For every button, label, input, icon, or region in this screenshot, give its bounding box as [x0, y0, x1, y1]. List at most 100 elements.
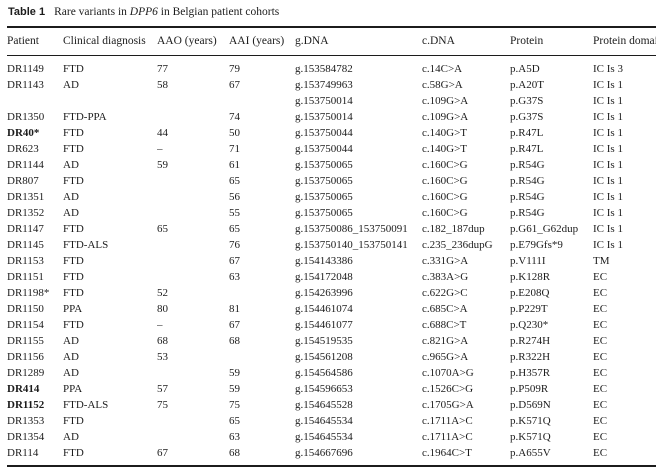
- aai-cell: 76: [229, 239, 240, 251]
- protein-cell: p.R47L: [510, 143, 544, 155]
- gdna-cell: g.153750014: [295, 95, 353, 107]
- protein-domain-cell: IC Is 1: [593, 191, 623, 203]
- table-row: DR807 FTD 65 g.153750065 c.160C>G p.R54G…: [7, 173, 656, 189]
- aao-cell: 77: [157, 63, 168, 75]
- table-body: DR1149 FTD 77 79 g.153584782 c.14C>A p.A…: [7, 56, 656, 467]
- gdna-cell: g.154645534: [295, 431, 353, 443]
- patient-cell: DR1143: [7, 79, 44, 91]
- diagnosis-cell: AD: [63, 79, 79, 91]
- aai-cell: 71: [229, 143, 240, 155]
- protein-cell: p.E79Gfs*9: [510, 239, 563, 251]
- gdna-cell: g.153749963: [295, 79, 353, 91]
- diagnosis-cell: AD: [63, 367, 79, 379]
- cdna-cell: c.160C>G: [422, 175, 468, 187]
- diagnosis-cell: FTD: [63, 287, 84, 299]
- aao-cell: 75: [157, 399, 168, 411]
- diagnosis-cell: FTD: [63, 63, 84, 75]
- gdna-cell: g.154461074: [295, 303, 353, 315]
- column-header-aai: AAI (years): [229, 27, 295, 56]
- aao-cell: 80: [157, 303, 168, 315]
- protein-domain-cell: EC: [593, 287, 608, 299]
- cdna-cell: c.1711A>C: [422, 431, 473, 443]
- protein-domain-cell: IC Is 1: [593, 207, 623, 219]
- protein-cell: p.R274H: [510, 335, 551, 347]
- diagnosis-cell: FTD-PPA: [63, 111, 107, 123]
- cdna-cell: c.140G>T: [422, 127, 467, 139]
- patient-cell: DR1352: [7, 207, 45, 219]
- cdna-cell: c.622G>C: [422, 287, 468, 299]
- cdna-cell: c.109G>A: [422, 111, 469, 123]
- patient-cell: DR1289: [7, 367, 45, 379]
- protein-domain-cell: TM: [593, 255, 610, 267]
- patient-cell: DR623: [7, 143, 39, 155]
- cdna-cell: c.140G>T: [422, 143, 467, 155]
- aai-cell: 68: [229, 335, 240, 347]
- aai-cell: [229, 285, 295, 301]
- diagnosis-cell: PPA: [63, 383, 83, 395]
- table-row: DR1198* FTD 52 g.154263996 c.622G>C p.E2…: [7, 285, 656, 301]
- table-row: DR1147 FTD 65 65 g.153750086_153750091 c…: [7, 221, 656, 237]
- cdna-cell: c.965G>A: [422, 351, 469, 363]
- diagnosis-cell: FTD: [63, 415, 84, 427]
- table-row: DR1154 FTD – 67 g.154461077 c.688C>T p.Q…: [7, 317, 656, 333]
- patient-cell: DR807: [7, 175, 39, 187]
- table-row: DR1353 FTD 65 g.154645534 c.1711A>C p.K5…: [7, 413, 656, 429]
- protein-domain-cell: EC: [593, 303, 608, 315]
- patient-cell: DR1153: [7, 255, 44, 267]
- table-row: DR1152 FTD-ALS 75 75 g.154645528 c.1705G…: [7, 397, 656, 413]
- cdna-cell: c.160C>G: [422, 207, 468, 219]
- protein-cell: p.V111I: [510, 255, 546, 267]
- aao-cell: 57: [157, 383, 168, 395]
- table-row: DR1156 AD 53 g.154561208 c.965G>A p.R322…: [7, 349, 656, 365]
- protein-domain-cell: EC: [593, 351, 608, 363]
- cdna-cell: c.685C>A: [422, 303, 468, 315]
- protein-cell: p.R54G: [510, 159, 545, 171]
- protein-domain-cell: EC: [593, 319, 608, 331]
- patient-cell: DR1156: [7, 351, 44, 363]
- protein-cell: p.R47L: [510, 127, 544, 139]
- patient-cell: DR1154: [7, 319, 44, 331]
- aao-cell: [157, 269, 229, 285]
- cdna-cell: c.14C>A: [422, 63, 463, 75]
- protein-domain-cell: IC Is 1: [593, 95, 623, 107]
- table-header-row: Patient Clinical diagnosis AAO (years) A…: [7, 27, 656, 56]
- aai-cell: 50: [229, 127, 240, 139]
- cdna-cell: c.160C>G: [422, 159, 468, 171]
- diagnosis-cell: FTD: [63, 143, 84, 155]
- table-caption-text-pre: Rare variants in: [54, 6, 130, 18]
- gdna-cell: g.154461077: [295, 319, 353, 331]
- diagnosis-cell: FTD: [63, 127, 84, 139]
- protein-domain-cell: EC: [593, 335, 608, 347]
- patient-cell: DR1144: [7, 159, 44, 171]
- aai-cell: 63: [229, 271, 240, 283]
- protein-cell: p.P229T: [510, 303, 548, 315]
- protein-cell: p.G61_G62dup: [510, 223, 579, 235]
- aao-cell: [157, 237, 229, 253]
- aao-cell: 67: [157, 447, 168, 459]
- patient-cell: DR1145: [7, 239, 44, 251]
- column-header-protein-domain: Protein domain: [593, 27, 656, 56]
- protein-cell: p.D569N: [510, 399, 551, 411]
- gdna-cell: g.153750140_153750141: [295, 239, 408, 251]
- aai-cell: 63: [229, 431, 240, 443]
- cdna-cell: c.58G>A: [422, 79, 463, 91]
- protein-domain-cell: IC Is 1: [593, 127, 623, 139]
- aao-cell: 68: [157, 335, 168, 347]
- column-header-cdna: c.DNA: [422, 27, 510, 56]
- aai-cell: 59: [229, 383, 240, 395]
- diagnosis-cell: FTD: [63, 447, 84, 459]
- aai-cell: 81: [229, 303, 240, 315]
- patient-cell: DR40*: [7, 127, 40, 139]
- protein-cell: p.H357R: [510, 367, 551, 379]
- aai-cell: 65: [229, 175, 240, 187]
- diagnosis-cell: AD: [63, 431, 79, 443]
- patient-cell: DR1354: [7, 431, 45, 443]
- gdna-cell: g.154596653: [295, 383, 353, 395]
- cdna-cell: c.1964C>T: [422, 447, 472, 459]
- protein-cell: p.R322H: [510, 351, 551, 363]
- aai-cell: 56: [229, 191, 240, 203]
- protein-cell: p.R54G: [510, 191, 545, 203]
- aao-cell: [157, 413, 229, 429]
- aai-cell: 61: [229, 159, 240, 171]
